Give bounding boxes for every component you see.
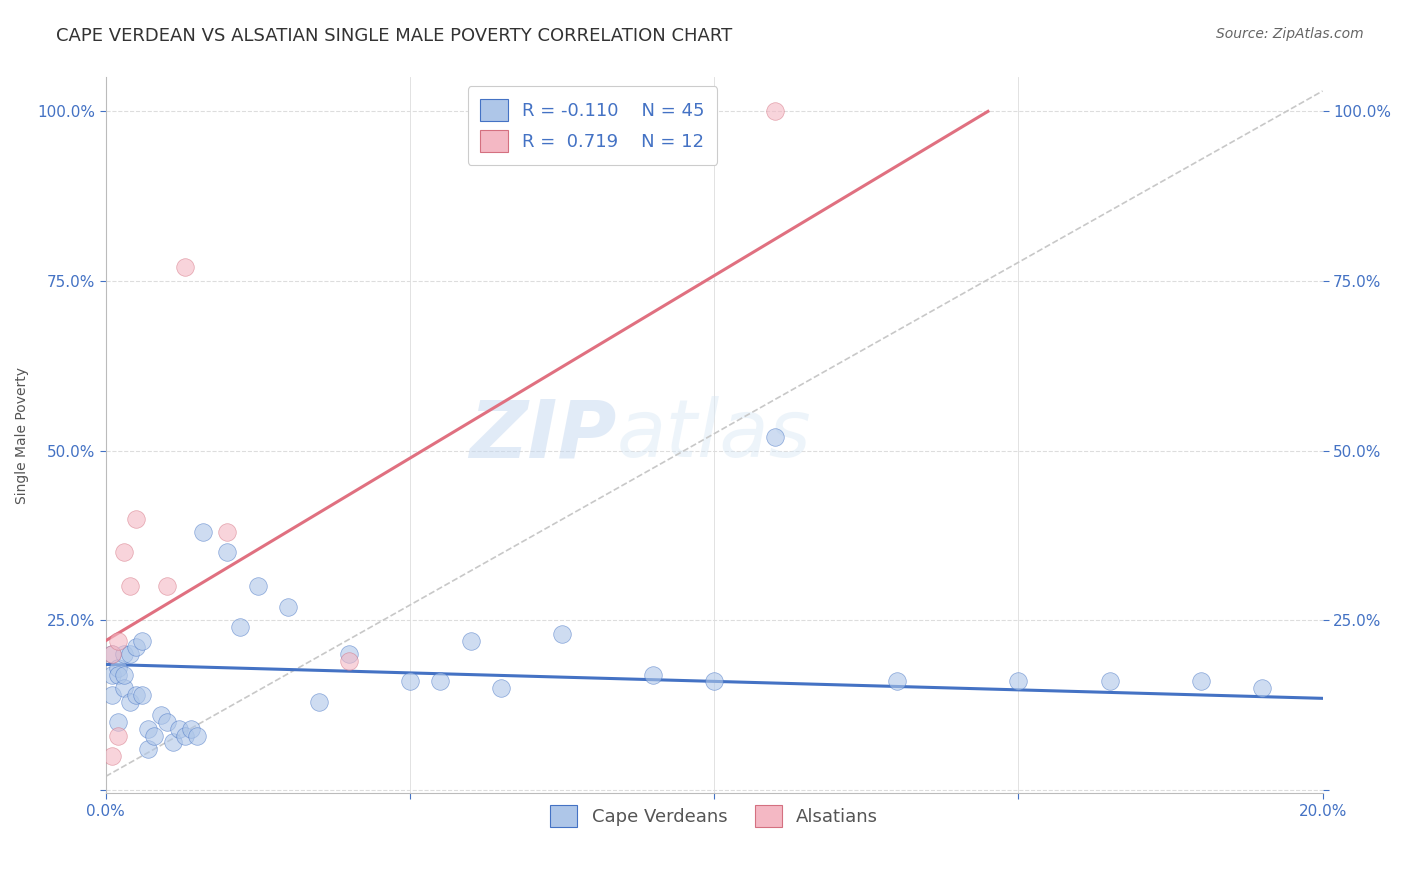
Point: [131, 688, 153, 702]
Legend: Cape Verdeans, Alsatians: Cape Verdeans, Alsatians: [543, 798, 886, 834]
Y-axis label: Single Male Poverty: Single Male Poverty: [15, 367, 30, 504]
Point: [217, 545, 239, 559]
Point: [399, 674, 422, 689]
Point: [1007, 674, 1029, 689]
Point: [107, 661, 129, 675]
Point: [886, 674, 908, 689]
Point: [217, 525, 239, 540]
Point: [551, 627, 574, 641]
Point: [1098, 674, 1121, 689]
Text: Source: ZipAtlas.com: Source: ZipAtlas.com: [1216, 27, 1364, 41]
Point: [460, 633, 482, 648]
Point: [101, 667, 124, 681]
Point: [186, 729, 208, 743]
Point: [173, 260, 195, 275]
Point: [162, 735, 184, 749]
Point: [180, 722, 202, 736]
Point: [149, 708, 172, 723]
Point: [120, 695, 142, 709]
Point: [101, 749, 124, 764]
Point: [173, 729, 195, 743]
Point: [155, 715, 177, 730]
Point: [107, 633, 129, 648]
Point: [101, 688, 124, 702]
Point: [112, 667, 135, 681]
Point: [112, 545, 135, 559]
Point: [125, 640, 148, 655]
Point: [107, 715, 129, 730]
Point: [429, 674, 451, 689]
Point: [120, 579, 142, 593]
Point: [277, 599, 299, 614]
Point: [131, 633, 153, 648]
Point: [101, 647, 124, 661]
Point: [489, 681, 512, 695]
Point: [246, 579, 269, 593]
Point: [125, 511, 148, 525]
Point: [112, 647, 135, 661]
Point: [763, 104, 786, 119]
Point: [337, 647, 360, 661]
Point: [125, 688, 148, 702]
Point: [191, 525, 214, 540]
Point: [703, 674, 725, 689]
Text: CAPE VERDEAN VS ALSATIAN SINGLE MALE POVERTY CORRELATION CHART: CAPE VERDEAN VS ALSATIAN SINGLE MALE POV…: [56, 27, 733, 45]
Point: [155, 579, 177, 593]
Text: ZIP: ZIP: [470, 396, 617, 475]
Point: [308, 695, 330, 709]
Point: [107, 667, 129, 681]
Point: [228, 620, 250, 634]
Point: [138, 742, 160, 756]
Point: [167, 722, 190, 736]
Point: [1250, 681, 1272, 695]
Text: atlas: atlas: [617, 396, 811, 475]
Point: [101, 647, 124, 661]
Point: [107, 729, 129, 743]
Point: [143, 729, 166, 743]
Point: [138, 722, 160, 736]
Point: [337, 654, 360, 668]
Point: [643, 667, 665, 681]
Point: [1189, 674, 1212, 689]
Point: [112, 681, 135, 695]
Point: [120, 647, 142, 661]
Point: [763, 430, 786, 444]
